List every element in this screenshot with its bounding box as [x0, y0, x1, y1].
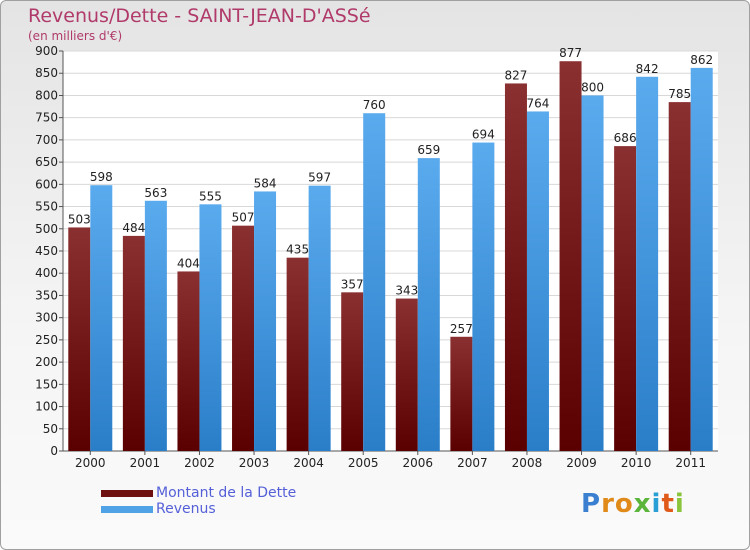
bar-revenus	[199, 204, 222, 451]
logo-letter: i	[651, 489, 662, 519]
bar-dette	[450, 336, 473, 451]
data-label-dette: 435	[286, 243, 309, 257]
y-tick-label: 400	[35, 266, 58, 280]
data-label-dette: 343	[395, 284, 418, 298]
data-label-revenus: 563	[144, 186, 167, 200]
data-label-dette: 877	[559, 46, 582, 60]
y-tick-label: 850	[35, 66, 58, 80]
bar-revenus	[254, 191, 277, 451]
bar-dette	[559, 61, 582, 451]
bar-dette	[395, 298, 418, 451]
x-tick-label: 2004	[293, 456, 324, 470]
proxiti-logo: Proxiti	[581, 489, 685, 519]
data-label-revenus: 764	[527, 96, 550, 110]
bar-revenus	[90, 185, 113, 451]
data-label-dette: 503	[68, 212, 91, 226]
y-tick-label: 750	[35, 111, 58, 125]
data-label-revenus: 598	[90, 170, 113, 184]
bar-revenus	[636, 76, 659, 452]
x-tick-label: 2001	[130, 456, 161, 470]
y-tick-label: 300	[35, 311, 58, 325]
y-tick-label: 450	[35, 244, 58, 258]
logo-letter: P	[581, 489, 602, 519]
legend-label-revenus: Revenus	[156, 501, 216, 517]
x-tick-label: 2007	[457, 456, 488, 470]
legend-swatch-dette	[101, 490, 153, 497]
x-tick-label: 2003	[239, 456, 270, 470]
bar-dette	[177, 271, 200, 451]
data-label-dette: 507	[232, 211, 255, 225]
x-tick-label: 2011	[675, 456, 706, 470]
data-label-dette: 257	[450, 322, 473, 336]
data-label-revenus: 862	[690, 53, 713, 67]
y-tick-label: 150	[35, 377, 58, 391]
bar-revenus	[144, 200, 167, 451]
y-tick-label: 350	[35, 288, 58, 302]
x-tick-label: 2010	[621, 456, 652, 470]
y-tick-label: 650	[35, 155, 58, 169]
bar-revenus	[526, 111, 549, 451]
logo-letter: r	[601, 489, 615, 519]
data-label-dette: 484	[122, 221, 145, 235]
bar-revenus	[690, 67, 713, 451]
chart-subtitle: (en milliers d'€)	[28, 29, 123, 43]
data-label-dette: 404	[177, 256, 200, 270]
chart-title: Revenus/Dette - SAINT-JEAN-D'ASSé	[28, 5, 371, 27]
bar-dette	[286, 257, 309, 451]
legend-swatch-revenus	[101, 506, 153, 513]
bar-revenus	[417, 158, 440, 451]
bar-revenus	[472, 142, 495, 452]
x-tick-label: 2008	[512, 456, 543, 470]
y-tick-label: 50	[43, 422, 58, 436]
y-tick-label: 200	[35, 355, 58, 369]
bar-dette	[668, 102, 691, 451]
bar-dette	[122, 235, 145, 451]
data-label-revenus: 842	[636, 62, 659, 76]
data-label-revenus: 555	[199, 189, 222, 203]
data-label-revenus: 694	[472, 128, 495, 142]
bar-revenus	[581, 95, 604, 451]
y-tick-label: 800	[35, 88, 58, 102]
bar-dette	[341, 292, 364, 451]
bar-revenus	[363, 113, 386, 451]
logo-letter: o	[614, 489, 634, 519]
y-tick-label: 550	[35, 200, 58, 214]
x-tick-label: 2006	[403, 456, 434, 470]
logo-letter: x	[633, 489, 652, 519]
data-label-revenus: 800	[581, 80, 604, 94]
y-tick-label: 500	[35, 222, 58, 236]
logo-letter: t	[661, 489, 675, 519]
x-tick-label: 2009	[566, 456, 597, 470]
bar-dette	[68, 227, 91, 451]
x-tick-label: 2000	[75, 456, 106, 470]
bar-dette	[614, 146, 637, 451]
bar-dette	[232, 225, 255, 451]
bar-dette	[504, 83, 527, 451]
data-label-revenus: 659	[417, 143, 440, 157]
legend-label-dette: Montant de la Dette	[156, 485, 297, 501]
y-tick-label: 700	[35, 133, 58, 147]
data-label-revenus: 760	[363, 98, 386, 112]
data-label-revenus: 597	[308, 171, 331, 185]
y-tick-label: 600	[35, 177, 58, 191]
x-tick-label: 2005	[348, 456, 379, 470]
y-tick-label: 0	[50, 444, 58, 458]
data-label-dette: 827	[505, 68, 528, 82]
data-label-dette: 357	[341, 277, 364, 291]
y-tick-label: 900	[35, 44, 58, 58]
bar-revenus	[308, 185, 331, 451]
data-label-dette: 686	[614, 131, 637, 145]
x-tick-label: 2002	[184, 456, 215, 470]
y-tick-label: 100	[35, 400, 58, 414]
data-label-revenus: 584	[254, 176, 277, 190]
data-label-dette: 785	[668, 87, 691, 101]
y-tick-label: 250	[35, 333, 58, 347]
logo-letter: i	[674, 489, 685, 519]
